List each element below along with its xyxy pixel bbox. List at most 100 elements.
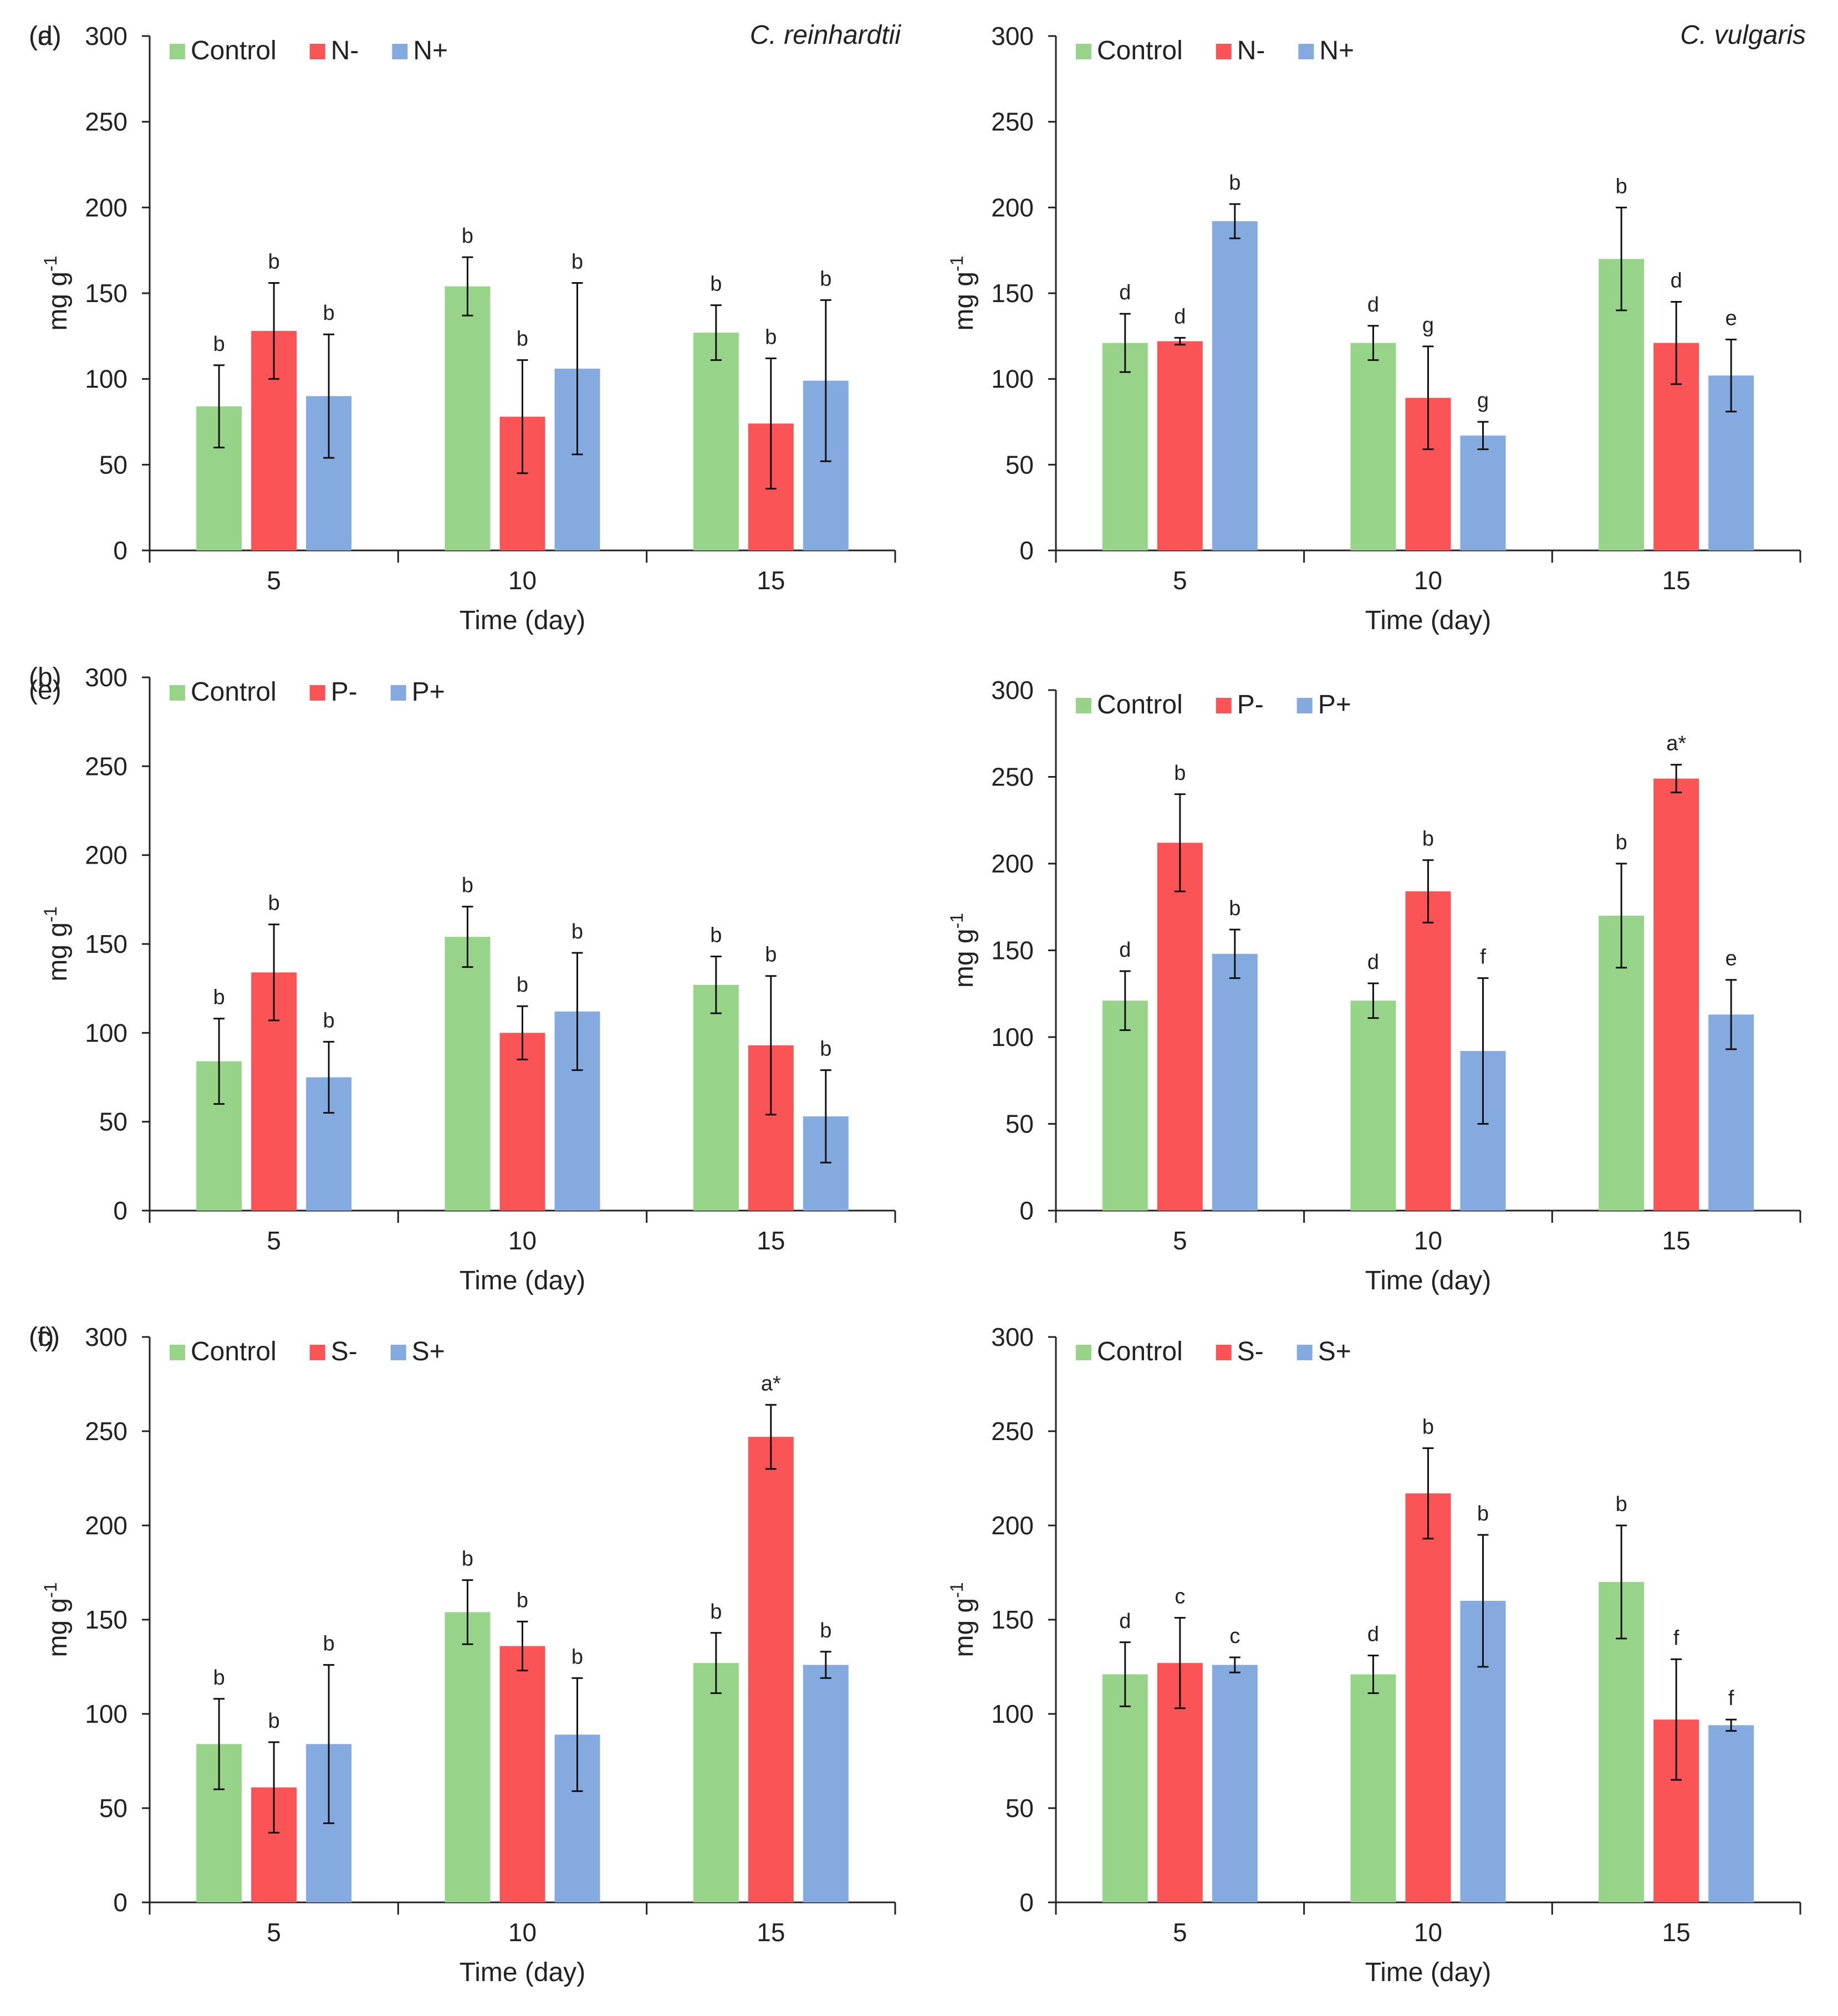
bar-control-5: [1102, 343, 1148, 550]
bar-control-10: [1350, 343, 1396, 550]
x-axis-title: Time (day): [460, 606, 586, 635]
x-axis-title: Time (day): [1365, 606, 1492, 635]
x-tick-label: 5: [267, 1918, 281, 1947]
significance-label: e: [1725, 307, 1737, 330]
y-axis-title: mg g-1: [947, 256, 979, 330]
significance-label: b: [213, 986, 225, 1009]
legend-label: N-: [1237, 36, 1265, 65]
significance-label: b: [323, 1009, 335, 1032]
panel-label: (c): [29, 1323, 60, 1352]
significance-label: b: [820, 267, 831, 290]
y-tick-label: 50: [99, 450, 127, 479]
significance-label: b: [462, 874, 473, 897]
significance-label: b: [517, 328, 528, 351]
x-tick-label: 10: [1414, 1226, 1442, 1255]
legend-label: P-: [1237, 690, 1264, 719]
bar-control-10: [445, 286, 491, 550]
x-tick-label: 15: [757, 1918, 785, 1947]
chart-panel-a: 0 50 100 150 200 250 300 b b b 5 b b b 10 b b b 15 Time (da…: [29, 21, 901, 635]
significance-label: b: [1477, 1502, 1489, 1525]
x-tick-label: 5: [1173, 1226, 1187, 1255]
significance-label: b: [1616, 1493, 1627, 1516]
bar-control-10: [1350, 1674, 1396, 1902]
x-tick-label: 10: [508, 1918, 537, 1947]
y-tick-label: 200: [991, 193, 1034, 222]
y-axis-title: mg g-1: [40, 256, 73, 330]
y-axis-title: mg g-1: [40, 906, 73, 981]
significance-label: b: [571, 250, 583, 273]
significance-label: b: [710, 273, 722, 296]
x-axis-title: Time (day): [460, 1958, 586, 1987]
y-tick-label: 100: [85, 365, 127, 394]
bar-control-10: [445, 937, 491, 1211]
x-tick-label: 5: [267, 1226, 281, 1255]
significance-label: b: [571, 1645, 583, 1668]
legend-swatch-plus: [1298, 44, 1314, 59]
significance-label: b: [1616, 831, 1627, 854]
legend-swatch-minus: [1216, 1345, 1232, 1360]
x-tick-label: 5: [267, 566, 281, 595]
bar-minus-15: [748, 1437, 794, 1902]
legend-label: N+: [1319, 36, 1354, 65]
legend-swatch-plus: [392, 44, 408, 59]
y-tick-label: 100: [85, 1018, 127, 1047]
y-tick-label: 150: [85, 1605, 127, 1634]
significance-label: b: [517, 973, 528, 997]
significance-label: d: [1671, 269, 1682, 292]
significance-label: b: [323, 1632, 335, 1656]
bar-minus-5: [1157, 341, 1203, 550]
significance-label: b: [1422, 828, 1434, 851]
significance-label: b: [765, 943, 777, 967]
y-tick-label: 250: [85, 752, 127, 780]
y-tick-label: 0: [113, 1888, 127, 1917]
y-tick-label: 250: [85, 1417, 127, 1446]
x-tick-label: 10: [508, 1226, 537, 1255]
x-tick-label: 15: [1662, 566, 1691, 595]
legend-swatch-control: [1076, 698, 1091, 713]
y-tick-label: 150: [85, 279, 127, 308]
significance-label: b: [820, 1038, 831, 1061]
legend-swatch-minus: [1216, 44, 1232, 59]
significance-label: b: [765, 326, 777, 349]
significance-label: b: [268, 892, 280, 915]
bar-minus-10: [499, 1033, 545, 1211]
significance-label: b: [710, 1600, 722, 1624]
y-tick-label: 0: [1019, 536, 1034, 565]
bar-minus-10: [1405, 1493, 1451, 1902]
y-tick-label: 50: [1005, 1110, 1034, 1139]
y-tick-label: 300: [991, 22, 1034, 50]
y-tick-label: 50: [99, 1107, 127, 1136]
y-tick-label: 50: [1005, 1794, 1034, 1823]
significance-label: b: [1422, 1416, 1434, 1439]
bar-control-15: [693, 984, 739, 1211]
significance-label: f: [1728, 1687, 1734, 1710]
y-tick-label: 150: [991, 279, 1034, 308]
y-tick-label: 250: [85, 108, 127, 136]
y-tick-label: 0: [1019, 1888, 1034, 1917]
x-tick-label: 10: [508, 566, 537, 595]
y-tick-label: 0: [1019, 1196, 1034, 1225]
y-tick-label: 0: [113, 1196, 127, 1225]
y-tick-label: 100: [991, 365, 1034, 394]
bar-minus-10: [1405, 891, 1451, 1211]
significance-label: d: [1119, 281, 1131, 304]
legend-label: S-: [331, 1337, 358, 1366]
x-tick-label: 5: [1173, 566, 1187, 595]
y-tick-label: 150: [991, 1605, 1034, 1634]
significance-label: g: [1477, 389, 1489, 412]
y-tick-label: 200: [991, 849, 1034, 878]
y-tick-label: 150: [85, 930, 127, 958]
y-tick-label: 100: [85, 1699, 127, 1728]
legend-label: P+: [1318, 690, 1351, 719]
y-tick-label: 200: [85, 1511, 127, 1540]
legend-label: S-: [1237, 1337, 1264, 1366]
legend-swatch-control: [170, 1345, 185, 1360]
significance-label: b: [1229, 897, 1240, 920]
legend-label: S+: [412, 1337, 445, 1366]
significance-label: b: [462, 224, 473, 248]
significance-label: c: [1229, 1625, 1240, 1648]
x-tick-label: 10: [1414, 566, 1442, 595]
y-tick-label: 300: [85, 22, 127, 50]
panel-label: (e): [29, 676, 62, 705]
